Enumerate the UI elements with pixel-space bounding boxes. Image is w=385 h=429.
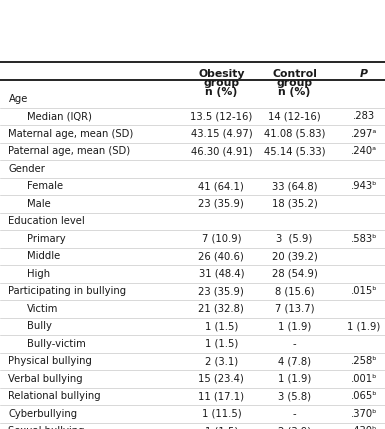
Text: 43.15 (4.97): 43.15 (4.97) (191, 129, 252, 139)
Text: 11 (17.1): 11 (17.1) (198, 391, 244, 401)
Text: 41 (64.1): 41 (64.1) (199, 181, 244, 191)
Text: n (%): n (%) (278, 87, 311, 97)
Text: 14 (12-16): 14 (12-16) (268, 111, 321, 121)
Text: .297ᵃ: .297ᵃ (351, 129, 377, 139)
Text: .001ᵇ: .001ᵇ (351, 374, 377, 384)
Text: 33 (64.8): 33 (64.8) (272, 181, 317, 191)
Text: .943ᵇ: .943ᵇ (351, 181, 377, 191)
Text: 2 (3.9): 2 (3.9) (278, 426, 311, 429)
Text: 3  (5.9): 3 (5.9) (276, 234, 313, 244)
Text: 21 (32.8): 21 (32.8) (199, 304, 244, 314)
Text: 13.5 (12-16): 13.5 (12-16) (190, 111, 253, 121)
Text: Cyberbullying: Cyberbullying (8, 409, 78, 419)
Text: Male: Male (27, 199, 51, 209)
Text: 28 (54.9): 28 (54.9) (272, 269, 317, 279)
Text: group: group (203, 78, 239, 88)
Text: Participating in bullying: Participating in bullying (8, 286, 127, 296)
Text: High: High (27, 269, 50, 279)
Text: .283: .283 (353, 111, 375, 121)
Text: Middle: Middle (27, 251, 60, 261)
Text: group: group (276, 78, 313, 88)
Text: Control: Control (272, 69, 317, 79)
Text: 7 (10.9): 7 (10.9) (202, 234, 241, 244)
Text: 1 (11.5): 1 (11.5) (202, 409, 241, 419)
Text: .015ᵇ: .015ᵇ (350, 286, 377, 296)
Text: -: - (293, 339, 296, 349)
Text: 26 (40.6): 26 (40.6) (199, 251, 244, 261)
Text: 15 (23.4): 15 (23.4) (199, 374, 244, 384)
Text: 45.14 (5.33): 45.14 (5.33) (264, 146, 325, 156)
Text: 1 (1.5): 1 (1.5) (205, 321, 238, 331)
Text: 7 (13.7): 7 (13.7) (275, 304, 314, 314)
Text: .258ᵇ: .258ᵇ (350, 356, 377, 366)
Text: 46.30 (4.91): 46.30 (4.91) (191, 146, 252, 156)
Text: Verbal bullying: Verbal bullying (8, 374, 83, 384)
Text: Paternal age, mean (SD): Paternal age, mean (SD) (8, 146, 131, 156)
Text: 1 (1.9): 1 (1.9) (278, 374, 311, 384)
Text: 31 (48.4): 31 (48.4) (199, 269, 244, 279)
Text: 1 (1.5): 1 (1.5) (205, 426, 238, 429)
Text: Education level: Education level (8, 216, 85, 226)
Text: 23 (35.9): 23 (35.9) (199, 286, 244, 296)
Text: 20 (39.2): 20 (39.2) (272, 251, 317, 261)
Text: 1 (1.9): 1 (1.9) (278, 321, 311, 331)
Text: Age: Age (8, 94, 28, 104)
Text: .583ᵇ: .583ᵇ (351, 234, 377, 244)
Text: 2 (3.1): 2 (3.1) (205, 356, 238, 366)
Text: 1 (1.5): 1 (1.5) (205, 339, 238, 349)
Text: Obesity: Obesity (198, 69, 244, 79)
Text: Sexual bullying: Sexual bullying (8, 426, 85, 429)
Text: .065ᵇ: .065ᵇ (350, 391, 377, 401)
Text: Female: Female (27, 181, 63, 191)
Text: 23 (35.9): 23 (35.9) (199, 199, 244, 209)
Text: Relational bullying: Relational bullying (8, 391, 101, 401)
Text: .240ᵃ: .240ᵃ (351, 146, 377, 156)
Text: Bully: Bully (27, 321, 52, 331)
Text: -: - (293, 409, 296, 419)
Text: .430ᵇ: .430ᵇ (351, 426, 377, 429)
Text: Median (IQR): Median (IQR) (27, 111, 92, 121)
Text: 1 (1.9): 1 (1.9) (347, 321, 380, 331)
Text: Primary: Primary (27, 234, 65, 244)
Text: .370ᵇ: .370ᵇ (351, 409, 377, 419)
Text: n (%): n (%) (205, 87, 238, 97)
Text: Victim: Victim (27, 304, 58, 314)
Text: 4 (7.8): 4 (7.8) (278, 356, 311, 366)
Text: Bully-victim: Bully-victim (27, 339, 86, 349)
Text: Maternal age, mean (SD): Maternal age, mean (SD) (8, 129, 134, 139)
Text: 18 (35.2): 18 (35.2) (272, 199, 317, 209)
Text: Gender: Gender (8, 164, 45, 174)
Text: 8 (15.6): 8 (15.6) (275, 286, 314, 296)
Text: 41.08 (5.83): 41.08 (5.83) (264, 129, 325, 139)
Text: P: P (360, 69, 368, 79)
Text: Physical bullying: Physical bullying (8, 356, 92, 366)
Text: 3 (5.8): 3 (5.8) (278, 391, 311, 401)
